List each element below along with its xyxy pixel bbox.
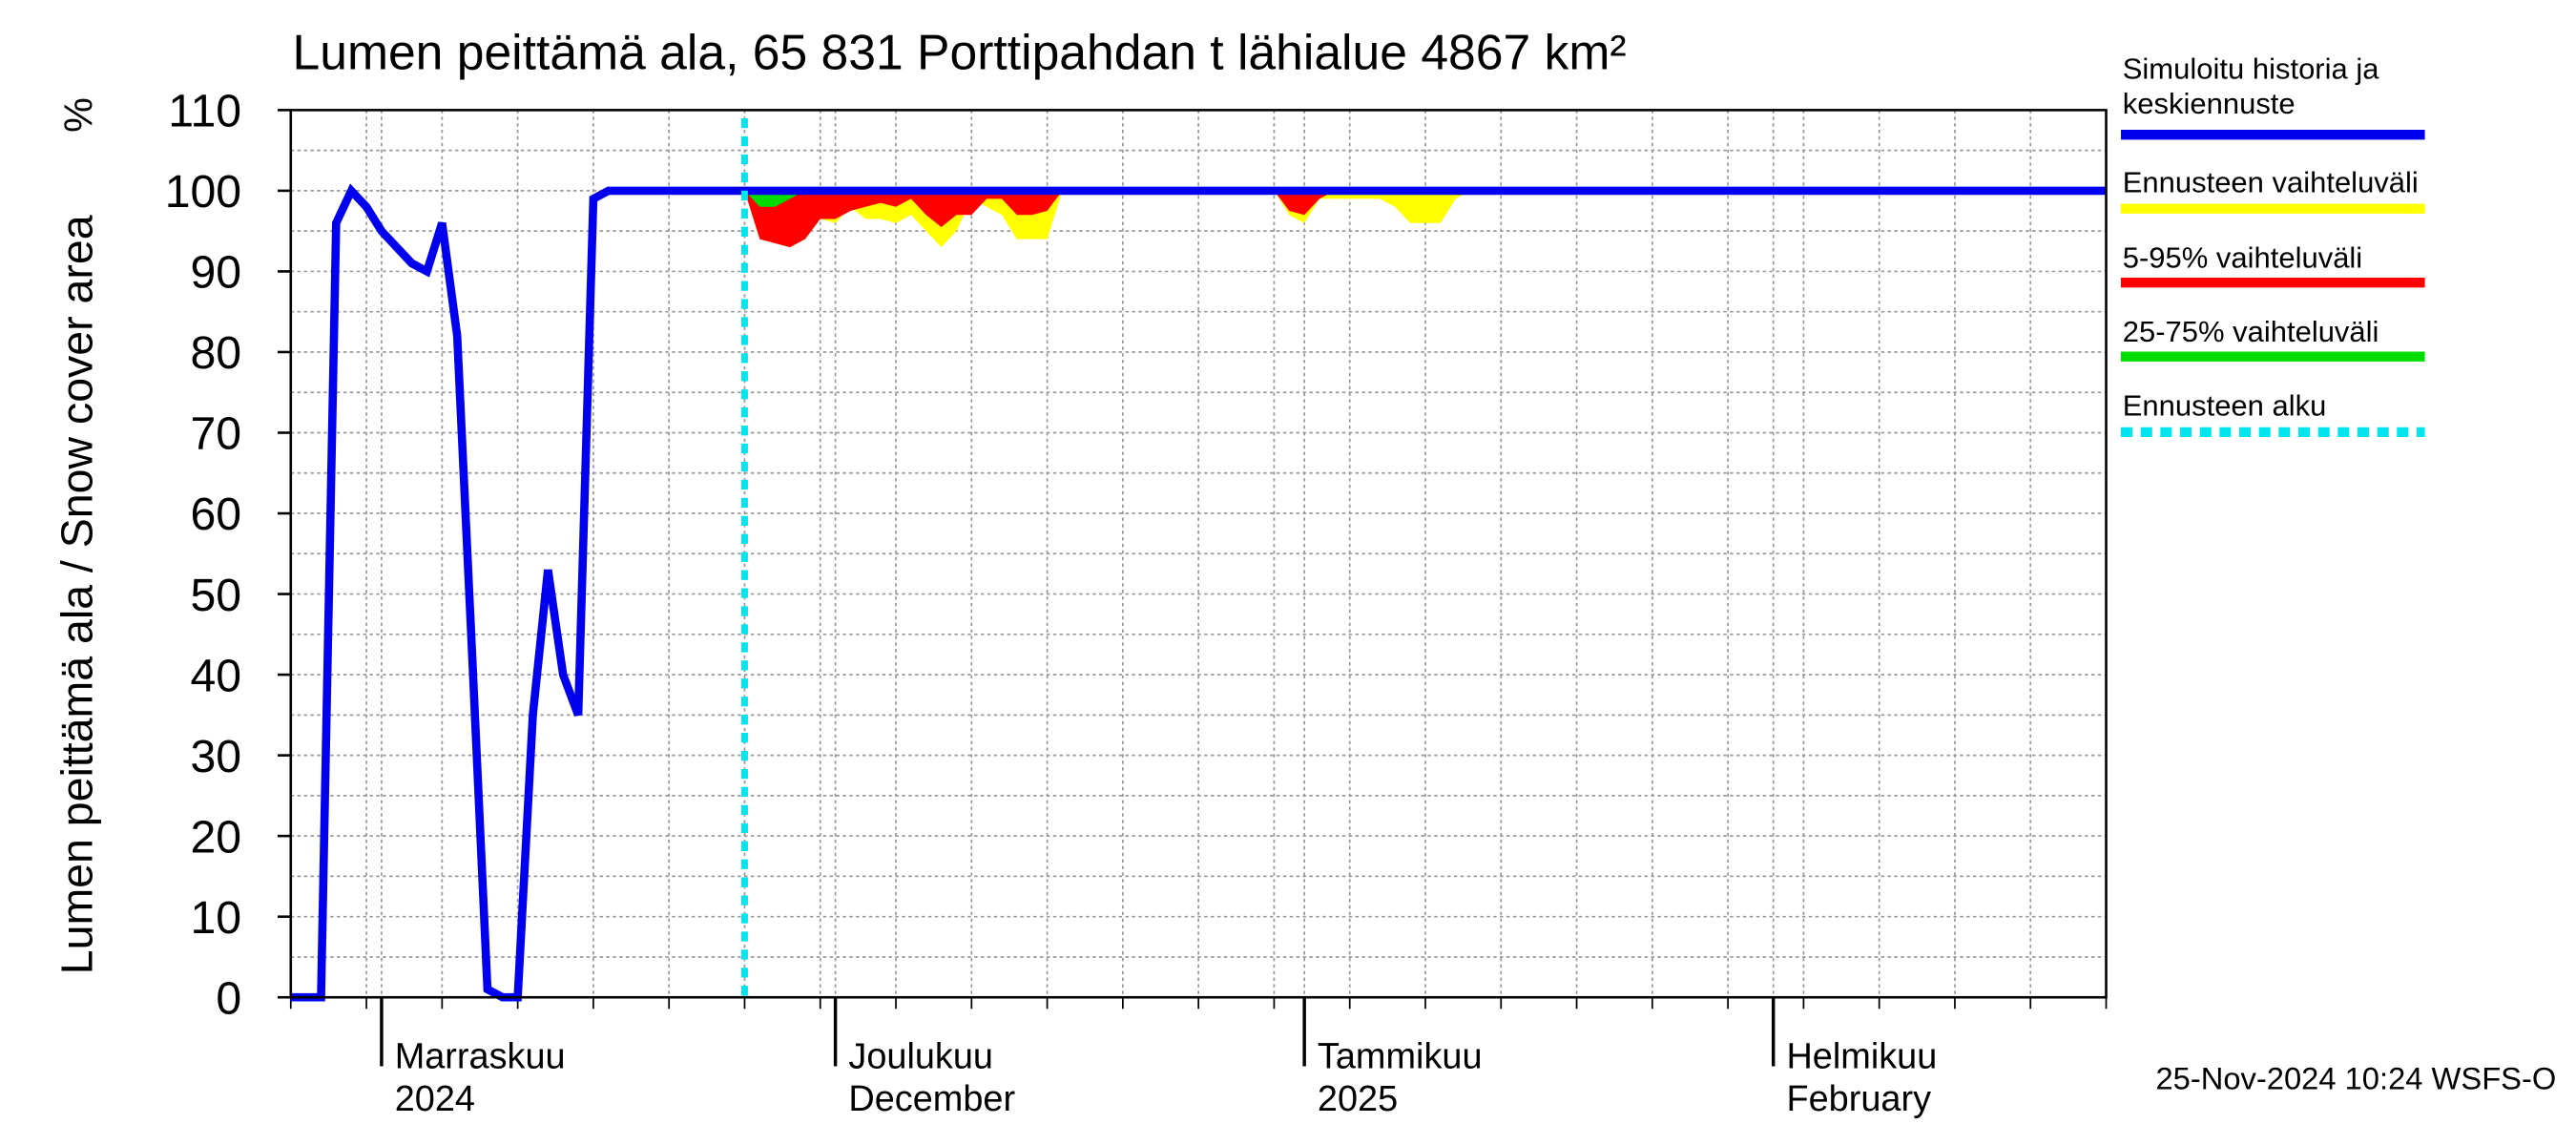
x-tick-label: February (1786, 1079, 1931, 1119)
y-tick-label: 60 (191, 489, 242, 540)
legend-label: Ennusteen alku (2123, 389, 2327, 423)
y-tick-label: 30 (191, 731, 242, 782)
grid (289, 110, 2108, 1010)
y-tick-label: 100 (165, 166, 241, 218)
timestamp: 25-Nov-2024 10:24 WSFS-O (2155, 1061, 2556, 1096)
y-axis-label: Lumen peittämä ala / Snow cover area (52, 215, 101, 974)
y-tick-label: 110 (168, 86, 241, 137)
series-line (290, 183, 2107, 1002)
y-tick-label: 80 (191, 327, 242, 379)
chart-title: Lumen peittämä ala, 65 831 Porttipahdan … (293, 24, 1627, 79)
x-tick-label: Tammikuu (1318, 1036, 1483, 1076)
x-tick-label: Helmikuu (1786, 1036, 1937, 1076)
y-tick-label: 70 (191, 408, 242, 460)
legend-label: 5-95% vaihteluväli (2123, 241, 2362, 275)
y-tick-label: 0 (216, 972, 241, 1024)
y-tick-label: 40 (191, 650, 242, 701)
x-tick-label: Marraskuu (395, 1036, 566, 1076)
y-tick-label: 20 (191, 811, 242, 863)
x-tick-label: Joulukuu (848, 1036, 993, 1076)
x-tick-label: 2025 (1318, 1079, 1398, 1119)
x-tick-label: 2024 (395, 1079, 475, 1119)
plot-frame (289, 109, 2108, 999)
y-tick-label: 50 (191, 570, 242, 621)
x-tick-label: December (848, 1079, 1015, 1119)
legend-label: 25-75% vaihteluväli (2123, 315, 2379, 348)
legend-label: Ennusteen vaihteluväli (2123, 165, 2419, 198)
legend-item-wrap: Simuloitu historia ja keskiennuste (2122, 52, 2379, 120)
y-axis-unit: % (56, 97, 100, 133)
y-tick-label: 10 (191, 892, 242, 944)
legend-label: Simuloitu historia ja keskiennuste (2122, 52, 2379, 120)
y-tick-label: 90 (191, 247, 242, 299)
band-area (744, 190, 1335, 248)
